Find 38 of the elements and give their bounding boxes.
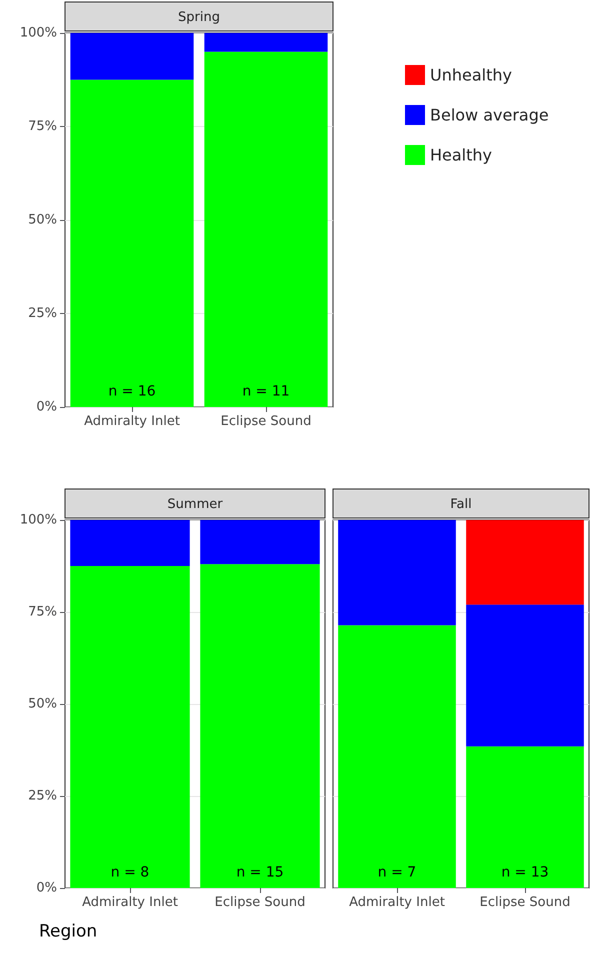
legend-label: Unhealthy — [430, 66, 512, 84]
legend-label: Healthy — [430, 146, 492, 164]
chart-title: Summer — [167, 497, 224, 512]
y-tick-label: 100% — [20, 26, 57, 40]
bar — [70, 520, 190, 566]
chart-title: Fall — [450, 497, 472, 512]
x-tick-label: Eclipse Sound — [220, 414, 312, 429]
bar — [466, 604, 584, 746]
chart-title: Spring — [178, 10, 220, 25]
bar — [466, 746, 584, 888]
annotation: n = 7 — [378, 864, 416, 880]
annotation: n = 13 — [501, 864, 549, 880]
bar — [338, 520, 456, 626]
annotation: n = 8 — [110, 864, 150, 880]
y-tick-label: 75% — [28, 119, 57, 134]
annotation: n = 11 — [242, 383, 290, 400]
y-tick-label: 75% — [28, 604, 57, 620]
x-tick-label: Eclipse Sound — [480, 895, 570, 910]
bar — [466, 520, 584, 605]
y-tick-label: 0% — [36, 400, 57, 414]
y-tick-label: 25% — [28, 306, 57, 321]
y-tick-label: 50% — [28, 212, 57, 228]
bar — [204, 33, 328, 52]
x-tick-label: Admiralty Inlet — [82, 895, 178, 910]
y-tick-label: 100% — [20, 512, 57, 528]
annotation: n = 16 — [108, 383, 156, 400]
annotation: n = 15 — [236, 864, 284, 880]
bar — [200, 520, 320, 564]
x-tick-label: Admiralty Inlet — [349, 895, 445, 910]
x-tick-label: Eclipse Sound — [214, 895, 306, 910]
x-axis-title: Region — [39, 922, 98, 942]
bar — [70, 33, 194, 80]
bar — [338, 625, 456, 888]
y-tick-label: 0% — [36, 880, 57, 896]
y-tick-label: 50% — [28, 696, 57, 712]
y-tick-label: 25% — [28, 788, 57, 804]
legend-label: Below average — [430, 106, 549, 124]
x-tick-label: Admiralty Inlet — [84, 414, 180, 429]
